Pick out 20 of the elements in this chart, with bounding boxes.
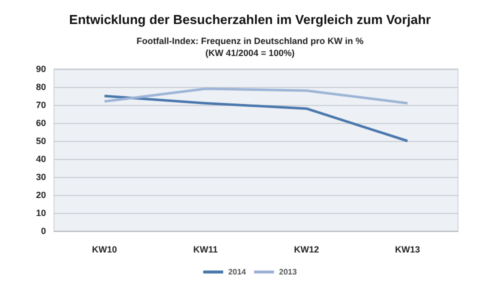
y-tick-label: 50 <box>36 136 46 146</box>
y-tick-label: 90 <box>36 64 46 74</box>
y-tick-label: 0 <box>40 226 46 236</box>
y-tick-label: 10 <box>36 208 46 218</box>
y-tick-label: 30 <box>36 172 46 182</box>
chart-title: Entwicklung der Besucherzahlen im Vergleich zum Vorjahr <box>69 12 431 27</box>
y-tick-label: 20 <box>36 190 46 200</box>
legend-label: 2013 <box>279 268 298 276</box>
x-tick-label: KW10 <box>92 244 118 254</box>
y-tick-label: 40 <box>36 154 46 164</box>
y-tick-label: 60 <box>36 118 46 128</box>
chart-subtitle: Footfall-Index: Frequenz in Deutschland pro KW in % (KW 41/2004 = 100%) <box>136 36 364 58</box>
line-series <box>103 88 409 104</box>
y-tick-label: 70 <box>36 100 46 110</box>
legend-label: 2014 <box>228 268 247 276</box>
x-tick-label: KW11 <box>193 244 218 254</box>
x-tick-label: KW12 <box>294 244 320 254</box>
line-series <box>103 94 409 142</box>
x-tick-label: KW13 <box>394 244 420 254</box>
y-tick-label: 80 <box>36 82 46 92</box>
